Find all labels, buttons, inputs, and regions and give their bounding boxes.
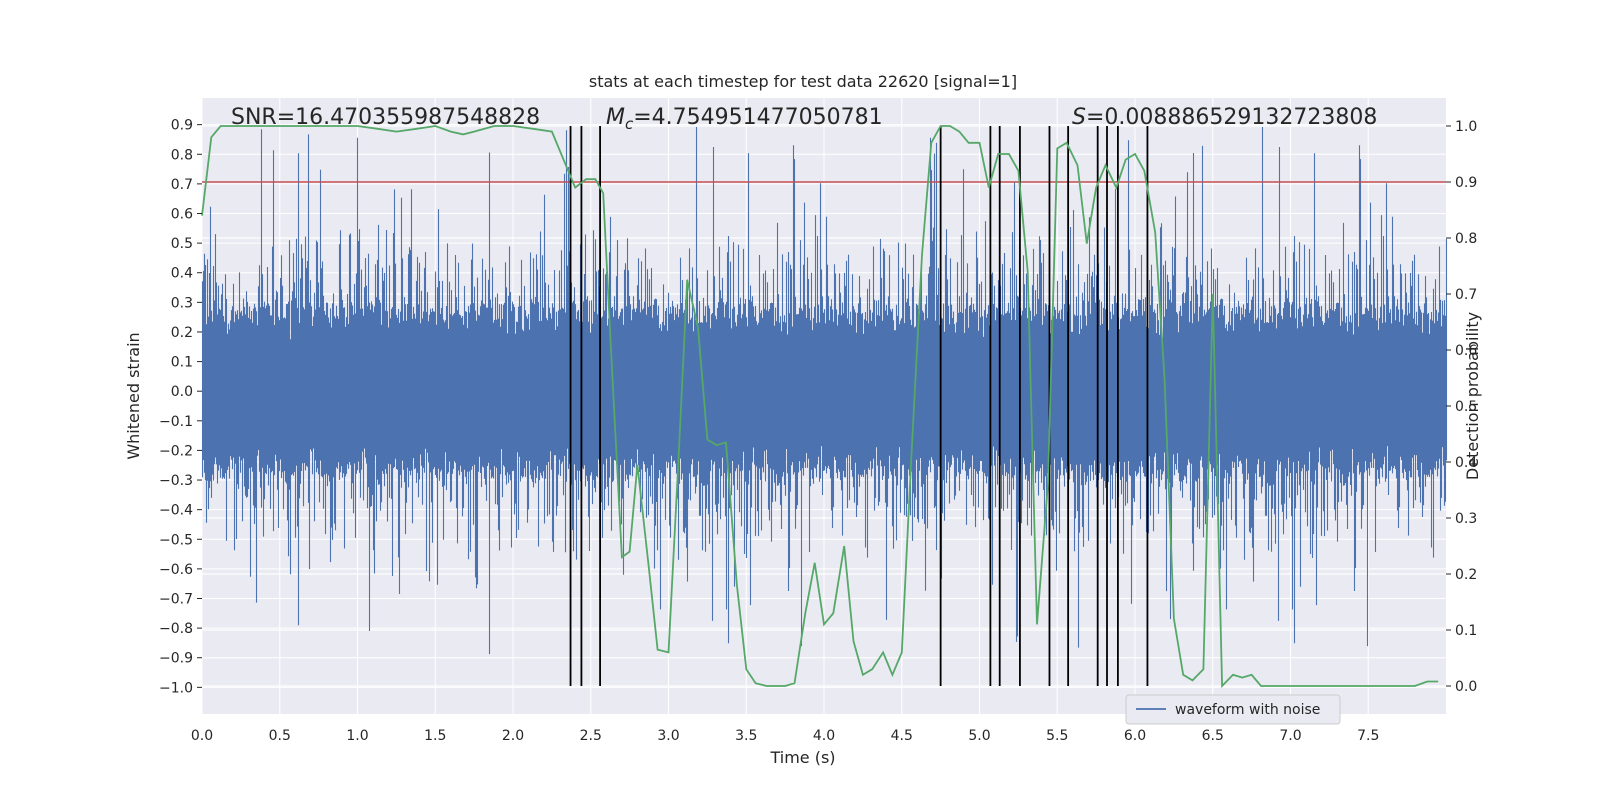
x-tick-label: 7.0	[1279, 728, 1301, 744]
x-tick-label: 3.0	[657, 728, 679, 744]
y2-tick-label: 0.9	[1455, 175, 1477, 191]
s-symbol: S	[1072, 105, 1086, 130]
y-tick-label: 0.3	[171, 295, 193, 311]
y-tick-label: −0.7	[159, 592, 193, 608]
y-tick-label: 0.6	[171, 207, 193, 223]
y2-tick-label: 0.5	[1455, 399, 1477, 415]
x-tick-label: 6.5	[1202, 728, 1224, 744]
y-tick-label: −0.8	[159, 621, 193, 637]
x-tick-label: 5.0	[968, 728, 990, 744]
y2-tick-label: 1.0	[1455, 119, 1477, 135]
x-tick-label: 0.0	[191, 728, 213, 744]
y-tick-label: −0.4	[159, 503, 193, 519]
detection-probability-line	[201, 125, 1439, 689]
x-tick-label: 3.5	[735, 728, 757, 744]
y-tick-label: 0.1	[171, 355, 193, 371]
x-tick-label: 7.5	[1357, 728, 1379, 744]
s-value: =0.008886529132723808	[1086, 105, 1377, 130]
y2-tick-label: 0.1	[1455, 623, 1477, 639]
x-tick-label: 1.5	[424, 728, 446, 744]
x-tick-label: 2.5	[580, 728, 602, 744]
x-tick-label: 1.0	[346, 728, 368, 744]
y2-tick-label: 0.8	[1455, 231, 1477, 247]
y-tick-label: 0.5	[171, 236, 193, 252]
y-tick-label: 0.7	[171, 177, 193, 193]
x-tick-label: 4.0	[813, 728, 835, 744]
right-y-ticks: 1.0 0.9 0.8 0.7 0.6 0.5 0.4 0.3 0.2 0.1 0.0	[1446, 119, 1477, 695]
y2-tick-label: 0.4	[1455, 455, 1477, 471]
marker-lines	[569, 126, 1149, 686]
y-tick-label: 0.8	[171, 147, 193, 163]
y2-tick-label: 0.6	[1455, 343, 1477, 359]
waveform-series	[201, 127, 1448, 655]
y2-tick-label: 0.2	[1455, 567, 1477, 583]
mc-subscript: c	[625, 115, 634, 133]
y-tick-label: −1.0	[159, 680, 193, 696]
y2-tick-label: 0.3	[1455, 511, 1477, 527]
y-tick-label: −0.9	[159, 651, 193, 667]
x-tick-label: 5.5	[1046, 728, 1068, 744]
y-tick-label: 0.2	[171, 325, 193, 341]
left-y-ticks: 0.9 0.8 0.7 0.6 0.5 0.4 0.3 0.2 0.1 0.0 −0.1 −0.2 −0…	[159, 118, 202, 696]
s-annotation: S=0.008886529132723808	[1072, 105, 1377, 130]
y-tick-label: −0.1	[159, 414, 193, 430]
y-tick-label: −0.3	[159, 473, 193, 489]
mc-value: =4.754951477050781	[633, 105, 882, 130]
legend-label: waveform with noise	[1175, 702, 1320, 718]
legend-box	[1125, 694, 1341, 725]
legend: waveform with noise	[1125, 694, 1341, 725]
y2-axis-label: Detection probability	[1463, 312, 1482, 480]
y-axis-label: Whitened strain	[124, 332, 143, 459]
x-tick-label: 6.0	[1124, 728, 1146, 744]
y2-tick-label: 0.7	[1455, 287, 1477, 303]
chirp-mass-annotation: Mc=4.754951477050781	[606, 105, 883, 133]
chart-title: stats at each timestep for test data 226…	[589, 72, 1017, 91]
snr-annotation: SNR=16.470355987548828	[231, 105, 540, 130]
y-tick-label: 0.9	[171, 118, 193, 134]
y2-tick-label: 0.0	[1455, 679, 1477, 695]
y-tick-label: 0.0	[171, 384, 193, 400]
x-tick-label: 0.5	[269, 728, 291, 744]
x-tick-label: 4.5	[891, 728, 913, 744]
x-axis-label: Time (s)	[769, 748, 835, 767]
y-tick-label: −0.5	[159, 532, 193, 548]
y-tick-label: 0.4	[171, 266, 193, 282]
x-ticks: 0.0 0.5 1.0 1.5 2.0 2.5 3.0 3.5 4.0 4.5 5.0 5.5 6.0 6…	[191, 728, 1380, 744]
y-tick-label: −0.6	[159, 562, 193, 578]
mc-symbol: M	[606, 105, 625, 130]
waveform-trace	[201, 127, 1448, 655]
x-tick-label: 2.0	[502, 728, 524, 744]
y-tick-label: −0.2	[159, 443, 193, 459]
